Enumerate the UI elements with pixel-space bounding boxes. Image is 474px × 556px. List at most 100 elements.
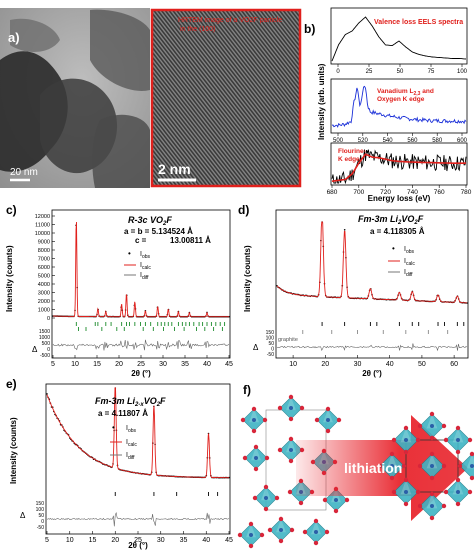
xrd-c-plot [52, 221, 230, 351]
iobs-point [46, 393, 48, 395]
xrd-d-xlabel: 2θ (°) [362, 369, 382, 378]
oxygen-atom [277, 447, 283, 453]
panel-a-images: 20 nm 2 nm HRTEM image of a VO2F particl… [0, 8, 302, 188]
x-tick-label: 5 [51, 361, 55, 368]
scalebar-right-label: 2 nm [158, 161, 191, 177]
lithiation-label: lithiation [344, 460, 402, 476]
eels-xlabel: Energy loss (eV) [368, 194, 431, 203]
xrd-c-yticks: 0100020003000400050006000700080009000100… [35, 214, 55, 359]
vo6-octahedron-face [249, 409, 259, 423]
eels-v-o-plot [331, 85, 467, 128]
li-v-octahedron-face [426, 414, 438, 429]
diff-tick-label: 1000 [39, 335, 50, 341]
icalc-line [46, 387, 229, 479]
x-tick-label: 10 [66, 537, 74, 544]
oxygen-atom [263, 484, 269, 490]
panel-a: 20 nm 2 nm HRTEM image of a VO2F particl… [0, 0, 302, 188]
eels-f-x-tick-label: 700 [353, 189, 364, 196]
oxygen-atom [263, 506, 269, 512]
oxygen-atom [441, 463, 447, 469]
oxygen-atom [403, 477, 409, 483]
oxygen-atom [441, 503, 447, 509]
oxygen-atom [288, 416, 294, 422]
panel-f-structure: f) lithiation [237, 383, 474, 549]
x-tick-label: 15 [93, 361, 101, 368]
idiff-line [52, 339, 230, 351]
x-tick-label: 30 [354, 361, 362, 368]
eels-f-x-tick-label: 780 [461, 189, 472, 196]
scalebar-left-label: 20 nm [10, 167, 38, 178]
diff-tick-label: -50 [37, 525, 44, 531]
xrd-c-legend-obs: Iobs [140, 251, 151, 260]
vanadium-atom [254, 456, 258, 460]
y-tick-label: 0 [47, 316, 50, 322]
x-tick-label: 20 [111, 537, 119, 544]
xrd-e-lattice-a: a = 4.11807 Å [98, 409, 148, 418]
vanadium-atom [252, 418, 256, 422]
y-tick-label: 3000 [38, 291, 50, 297]
xrd-e-legend: • Iobs Icalc Idiff [110, 423, 137, 461]
x-tick-label: 45 [225, 537, 233, 544]
xrd-d-phase-sub2: 2 [413, 220, 418, 226]
oxygen-atom [313, 540, 319, 546]
oxygen-atom [467, 489, 473, 495]
panel-label-e: e) [6, 377, 17, 391]
xrd-d-xticks: 10 20 30 40 50 60 [289, 355, 458, 368]
oxygen-atom [242, 455, 248, 461]
oxygen-atom [278, 516, 284, 522]
oxygen-atom [377, 463, 383, 469]
xrd-d-ylabel: Intensity (counts) [243, 245, 252, 312]
x-tick-label: 45 [225, 361, 233, 368]
oxygen-atom [251, 428, 257, 434]
eels-f-x-tick-label: 760 [434, 189, 445, 196]
eels-valence-x-tick-label: 0 [336, 69, 340, 75]
vanadium-atom [404, 490, 408, 494]
vo6-octahedron-face [323, 409, 333, 423]
xrd-c-phase-tail: F [166, 215, 172, 225]
oxygen-atom [253, 444, 259, 450]
diff-tick-label: 50 [268, 341, 274, 347]
li2vo2f-structure [377, 411, 474, 521]
diff-tick-label: 150 [36, 501, 45, 507]
li-v-octahedron-face [400, 480, 412, 495]
xrd-e-phase-mid: VO [144, 396, 157, 406]
xrd-c-lattice-c: 13.00811 Å [170, 236, 211, 245]
oxygen-atom [299, 405, 305, 411]
oxygen-atom [403, 425, 409, 431]
vo6-octahedron-face [246, 524, 256, 538]
xrd-c-legend-obs-marker: • [128, 249, 131, 258]
vanadium-atom [249, 533, 253, 537]
oxygen-atom [443, 437, 449, 443]
eels-v-o-label-sub: 2,3 [413, 91, 420, 97]
diff-tick-label: 150 [266, 330, 275, 336]
panel-c: c) 0 1000 2000 3000 4000 5000 6000 7000 8000 9000… [0, 200, 235, 380]
oxygen-atom [264, 455, 270, 461]
xrd-e-legend-obs: Iobs [126, 425, 137, 434]
oxygen-atom [403, 501, 409, 507]
icalc-line [52, 221, 229, 318]
oxygen-atom [441, 423, 447, 429]
oxygen-atom [469, 451, 474, 457]
xrd-e-xticks: 5 10 15 20 25 30 35 40 45 [45, 531, 233, 544]
x-tick-label: 60 [450, 361, 458, 368]
xrd-d-phase-sub1: 2 [397, 220, 402, 226]
panel-b: b) 0 25 50 75 100 500 520 540 560 580 600 680 700 7… [302, 0, 474, 204]
xrd-d-legend-obs-marker: • [392, 244, 395, 253]
y-tick-label: 9000 [38, 240, 50, 246]
oxygen-atom [251, 406, 257, 412]
eels-f-x-tick-label: 680 [327, 189, 338, 196]
b-top-series [331, 16, 467, 62]
oxygen-atom [325, 428, 331, 434]
eels-v-o-x-tick-label: 500 [333, 138, 344, 144]
oxygen-atom [415, 489, 421, 495]
xrd-e-plot [46, 387, 230, 527]
b-bot-fit [331, 153, 466, 182]
diff-tick-label: 100 [36, 507, 45, 513]
oxygen-atom [298, 500, 304, 506]
vo6-octahedron-face [276, 519, 286, 533]
panel-b-chart: b) 0 25 50 75 100 500 520 540 560 580 600 680 700 7… [304, 7, 472, 203]
oxygen-atom [429, 515, 435, 521]
eels-f-xticks: 680 700 720 740 760 780 [327, 185, 472, 196]
oxygen-atom [259, 532, 265, 538]
oxygen-atom [457, 463, 463, 469]
